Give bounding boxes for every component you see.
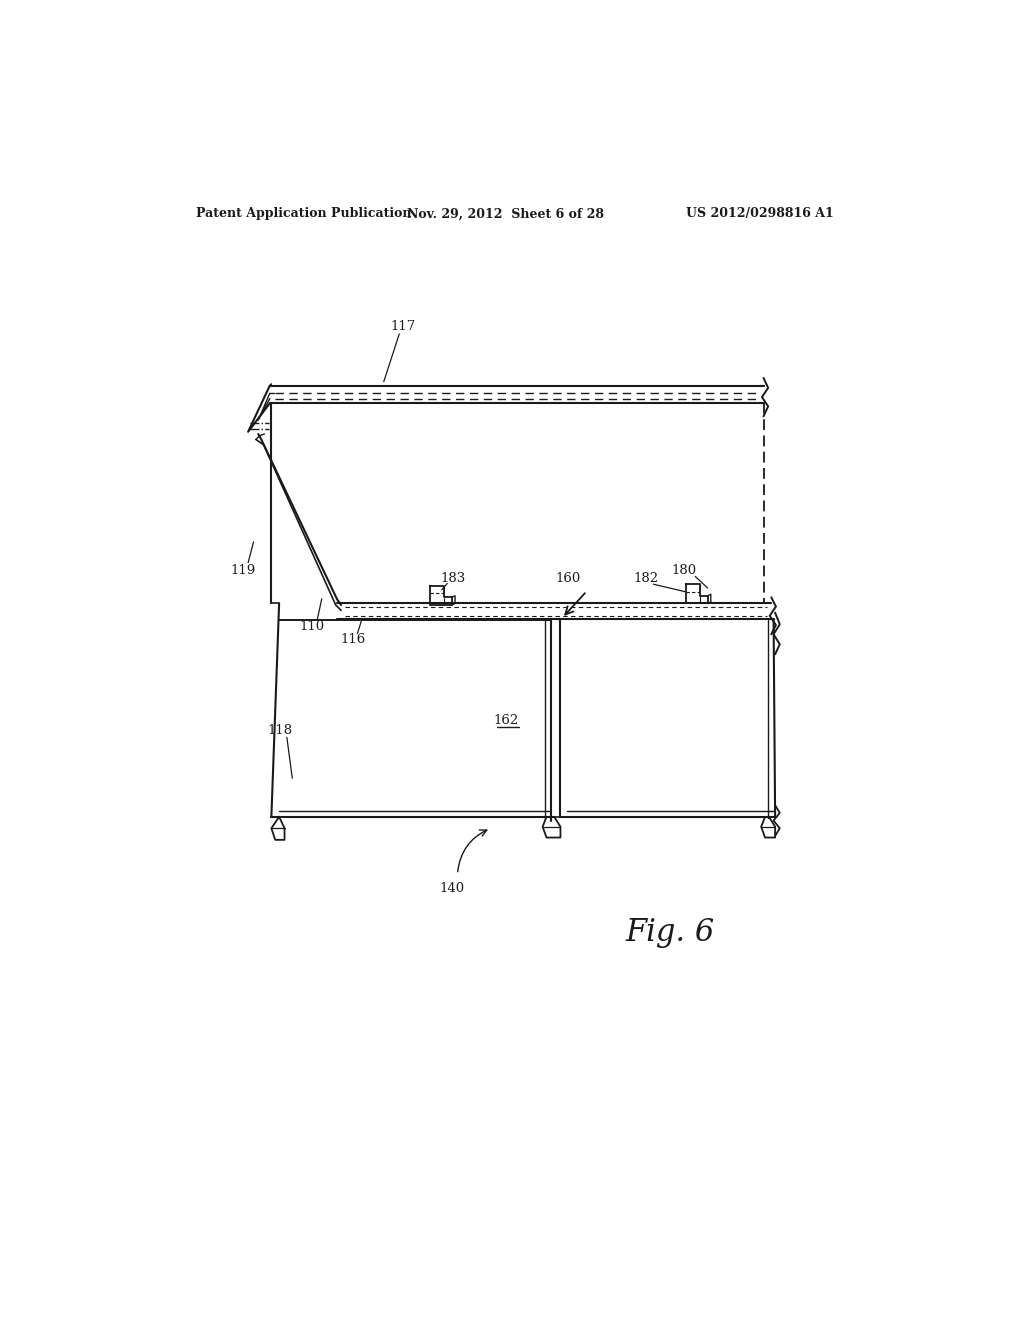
Text: 162: 162 [494, 714, 519, 727]
Text: 116: 116 [340, 634, 366, 647]
Text: US 2012/0298816 A1: US 2012/0298816 A1 [686, 207, 834, 220]
Text: 117: 117 [390, 319, 416, 333]
Text: 180: 180 [672, 564, 697, 577]
Text: Fig. 6: Fig. 6 [626, 917, 715, 948]
Text: 160: 160 [556, 572, 581, 585]
Text: 140: 140 [439, 882, 465, 895]
Text: 183: 183 [441, 572, 466, 585]
Text: 118: 118 [267, 723, 293, 737]
Text: 119: 119 [230, 564, 255, 577]
Text: Patent Application Publication: Patent Application Publication [197, 207, 412, 220]
Text: Nov. 29, 2012  Sheet 6 of 28: Nov. 29, 2012 Sheet 6 of 28 [407, 207, 604, 220]
Text: 182: 182 [633, 572, 658, 585]
Text: 110: 110 [299, 620, 325, 634]
